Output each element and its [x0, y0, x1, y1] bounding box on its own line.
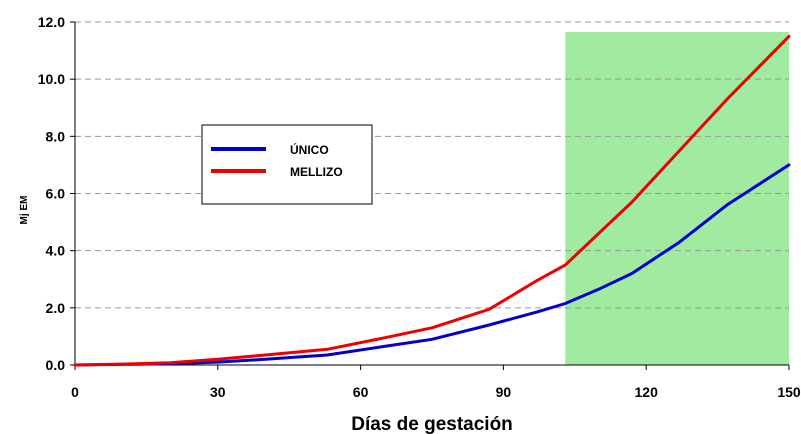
- series-lines: [73, 34, 791, 367]
- y-tick-label: 0.0: [46, 357, 66, 373]
- series-line-unico: [73, 163, 791, 367]
- x-tick-label: 90: [496, 384, 512, 400]
- y-tick-label: 12.0: [38, 14, 65, 30]
- legend-label-unico: ÚNICO: [290, 142, 329, 157]
- y-tick-label: 4.0: [46, 243, 66, 259]
- x-tick-label: 60: [353, 384, 369, 400]
- x-tick-labels: 0 30 60 90 120 150: [71, 365, 801, 400]
- legend-label-mellizo: MELLIZO: [290, 165, 343, 179]
- x-tick-label: 120: [635, 384, 659, 400]
- x-tick-label: 30: [210, 384, 226, 400]
- gridlines: [75, 21, 789, 309]
- legend: ÚNICO MELLIZO: [201, 124, 373, 205]
- x-tick-label: 0: [71, 384, 79, 400]
- x-tick-label: 150: [777, 384, 801, 400]
- y-axis-label: Mj EM: [19, 196, 30, 225]
- y-tick-labels: 0.0 2.0 4.0 6.0 8.0 10.0 12.0: [38, 14, 75, 373]
- highlight-region: [565, 32, 789, 365]
- legend-box: [201, 124, 373, 205]
- series-line-mellizo: [73, 34, 791, 367]
- y-tick-label: 2.0: [46, 300, 66, 316]
- y-tick-label: 6.0: [46, 186, 66, 202]
- x-axis-label: Días de gestación: [351, 414, 513, 434]
- y-tick-label: 10.0: [38, 71, 65, 87]
- y-tick-label: 8.0: [46, 128, 66, 144]
